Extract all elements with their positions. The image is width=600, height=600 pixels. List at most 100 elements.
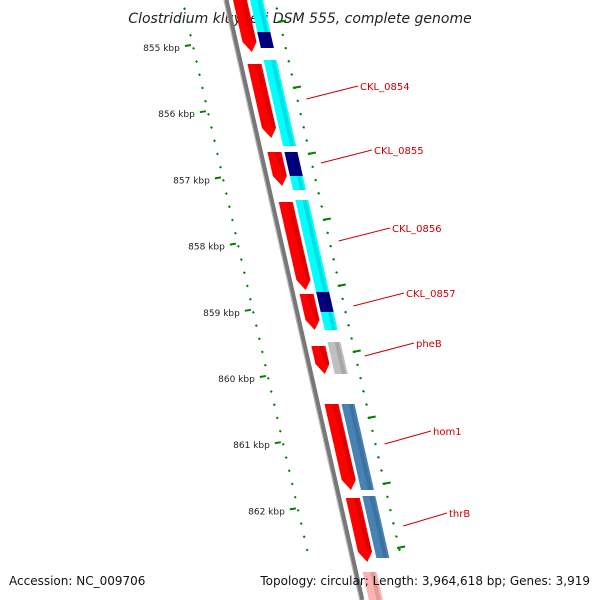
outer-tick (296, 99, 300, 103)
outer-major-tick (277, 19, 287, 23)
outer-tick (317, 191, 321, 195)
outer-tick (290, 73, 294, 76)
inner-tick (257, 337, 261, 341)
kbp-major-tick (184, 44, 192, 47)
inner-tick (239, 258, 243, 262)
kbp-major-tick (214, 176, 222, 180)
gene-label: CKL_0855 (374, 146, 424, 157)
cds-segment-shade (297, 175, 305, 191)
inner-tick (302, 535, 306, 539)
inner-tick (224, 192, 228, 196)
outer-tick (362, 389, 365, 393)
outer-tick (326, 231, 330, 235)
kbp-major-tick (244, 308, 252, 312)
kbp-major-tick (274, 441, 282, 445)
gene-arrow (324, 404, 356, 490)
outer-tick (341, 297, 345, 301)
kbp-label: 861 kbp (233, 441, 270, 451)
inner-tick (245, 284, 249, 288)
cds-segment (316, 292, 334, 312)
cds-segment (327, 342, 348, 374)
gene-arrow-shade (332, 403, 356, 481)
gene-arrow-shade (240, 0, 257, 43)
inner-tick (242, 271, 246, 275)
inner-tick (251, 310, 255, 314)
topology-text: Topology: circular; Length: 3,964,618 bp… (260, 574, 590, 588)
gene-arrow-shade (255, 63, 277, 129)
inner-tick (207, 112, 210, 116)
gene-arrow (278, 202, 311, 290)
kbp-major-tick (259, 375, 267, 378)
cds-segment (284, 152, 303, 176)
gene-label-leader (353, 292, 405, 307)
inner-tick (213, 139, 216, 143)
inner-tick (284, 456, 288, 460)
inner-tick (281, 442, 285, 446)
outer-tick (371, 429, 374, 433)
gene-label-leader (364, 342, 415, 357)
inner-tick (218, 165, 222, 169)
kbp-major-tick (229, 242, 237, 246)
gene-label: CKL_0854 (360, 82, 410, 93)
gene-label: thrB (449, 509, 470, 520)
inner-tick (296, 508, 300, 512)
cds-segment-shade (334, 341, 346, 375)
gene-arrow-shade (307, 293, 320, 321)
cds-segment-shade (264, 31, 272, 49)
outer-major-tick (352, 349, 361, 353)
inner-tick (215, 152, 219, 156)
inner-tick (204, 99, 207, 103)
accession-text: Accession: NC_009706 (9, 574, 146, 588)
outer-major-tick (307, 151, 317, 155)
outer-tick (380, 469, 383, 472)
feature-layer (233, 0, 390, 600)
outer-tick (311, 165, 315, 169)
outer-tick (356, 363, 359, 367)
inner-tick (290, 482, 294, 486)
inner-tick (254, 324, 258, 328)
inner-tick (278, 429, 282, 433)
inner-tick (248, 297, 252, 301)
gene-label-leader (338, 227, 391, 242)
inner-tick (195, 60, 198, 64)
inner-tick (275, 416, 279, 420)
label-layer: CKL_0854 CKL_0855 CKL_0856 CKL_0857 pheB hom1… (306, 82, 470, 527)
kbp-label: 858 kbp (188, 243, 225, 253)
cds-segment (362, 496, 390, 558)
inner-tick (305, 548, 309, 552)
outer-tick (388, 508, 392, 512)
inner-tick (183, 7, 187, 11)
gene-arrow (267, 152, 287, 186)
inner-tick (260, 350, 264, 354)
inner-tick (192, 46, 195, 50)
gene-arrow (345, 498, 373, 562)
cds-segment-shade (348, 403, 372, 491)
inner-tick (221, 178, 225, 182)
cds-segment (295, 200, 330, 292)
cds-segment-shade (369, 495, 388, 559)
inner-tick (272, 403, 276, 407)
outer-tick (377, 455, 380, 459)
outer-tick (299, 112, 303, 116)
gene-arrow-shade (319, 345, 330, 365)
outer-tick (332, 257, 336, 261)
gene-label: CKL_0857 (406, 289, 456, 300)
kbp-label: 862 kbp (248, 507, 285, 517)
cds-segment (341, 404, 374, 490)
cds-segment-shade (270, 59, 295, 147)
kbp-label: 855 kbp (143, 44, 180, 54)
outer-tick (394, 535, 398, 538)
gene-label-leader (306, 85, 359, 100)
outer-major-tick (382, 481, 391, 485)
outer-tick (374, 442, 377, 446)
inner-tick (266, 376, 270, 380)
outer-tick (314, 178, 318, 182)
gene-label-leader (320, 149, 373, 164)
outer-tick (329, 244, 333, 248)
tick-layer: 855 kbp 856 kbp 857 kbp 858 kbp 859 kbp 860 k… (143, 7, 406, 552)
cds-segment (257, 32, 274, 48)
kbp-label: 860 kbp (218, 375, 255, 385)
cds-segment-shade (291, 151, 301, 177)
inner-tick (293, 495, 297, 499)
